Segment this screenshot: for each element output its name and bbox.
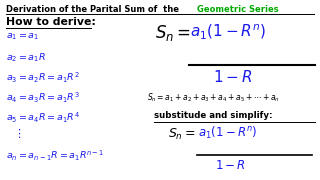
Text: How to derive:: How to derive: [6, 17, 96, 27]
Text: $a_n = a_{n-1}R = a_1R^{n-1}$: $a_n = a_{n-1}R = a_1R^{n-1}$ [6, 148, 105, 163]
Text: $1 - R$: $1 - R$ [213, 69, 252, 85]
Text: $a_5 = a_4R = a_1R^4$: $a_5 = a_4R = a_1R^4$ [6, 111, 80, 125]
Text: $\vdots$: $\vdots$ [13, 127, 21, 140]
Text: $S_n =$: $S_n =$ [155, 23, 191, 43]
Text: substitude and simplify:: substitude and simplify: [154, 111, 272, 120]
Text: $a_2 = a_1R$: $a_2 = a_1R$ [6, 51, 46, 64]
Text: Derivation of the Parital Sum of  the: Derivation of the Parital Sum of the [6, 4, 185, 14]
Text: $S_n =$: $S_n =$ [168, 127, 196, 142]
Text: $a_4 = a_3R = a_1R^3$: $a_4 = a_3R = a_1R^3$ [6, 91, 80, 105]
Text: $S_n=a_1+a_2+a_3+a_4+a_5+\cdots+a_n$: $S_n=a_1+a_2+a_3+a_4+a_5+\cdots+a_n$ [147, 92, 280, 104]
Text: $1 - R$: $1 - R$ [215, 159, 246, 172]
Text: $a_1 = a_1$: $a_1 = a_1$ [6, 31, 40, 42]
Text: $a_1(1 - R^n)$: $a_1(1 - R^n)$ [198, 125, 258, 141]
Text: $a_1(1 - R^n)$: $a_1(1 - R^n)$ [190, 22, 267, 42]
Text: Geometric Series: Geometric Series [197, 4, 278, 14]
Text: $a_3 = a_2R = a_1R^2$: $a_3 = a_2R = a_1R^2$ [6, 71, 80, 85]
